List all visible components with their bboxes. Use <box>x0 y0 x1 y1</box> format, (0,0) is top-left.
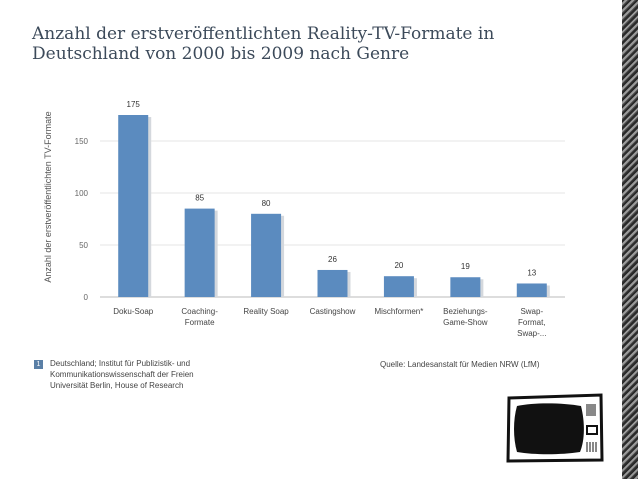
footnote-text: Deutschland; Institut für Publizistik- u… <box>50 358 260 391</box>
bar-chart: 0 50 100 150 175 Doku-Soap 85 Coaching-Formate 8… <box>43 100 565 338</box>
retro-tv-icon <box>506 393 604 463</box>
bar <box>251 213 282 297</box>
bar <box>450 277 481 297</box>
x-tick-label: Swap-Format, Swap-... <box>517 307 546 338</box>
source-note: Quelle: Landesanstalt für Medien NRW (Lf… <box>380 360 540 369</box>
bar-value-label: 20 <box>394 261 403 270</box>
x-tick-label: Mischformen* <box>374 307 423 316</box>
y-axis-label: Anzahl der erstveröffentlichten TV-Forma… <box>43 111 53 282</box>
bar <box>317 269 348 297</box>
bar-value-label: 80 <box>262 199 271 208</box>
y-tick-label: 0 <box>84 293 89 302</box>
y-tick-label: 50 <box>79 241 88 250</box>
footnote-line-3: Universität Berlin, House of Research <box>50 381 184 390</box>
chart-title: Anzahl der erstveröffentlichten Reality-… <box>32 24 592 64</box>
bar-value-label: 85 <box>195 194 204 203</box>
bar <box>516 283 547 297</box>
bar-value-label: 13 <box>527 268 536 277</box>
x-tick-label: Reality Soap <box>243 307 289 316</box>
chart-title-line-2: Deutschland von 2000 bis 2009 nach Genre <box>32 44 410 64</box>
footnote-line-2: Kommunikationswissenschaft der Freien <box>50 370 194 379</box>
y-tick-label: 150 <box>75 137 89 146</box>
bar <box>184 208 215 297</box>
bar-value-label: 19 <box>461 262 470 271</box>
bar-value-label: 26 <box>328 255 337 264</box>
footnote-badge: 1 <box>34 360 43 369</box>
x-tick-label: Castingshow <box>310 307 356 316</box>
decorative-stripe <box>622 0 638 479</box>
y-tick-label: 100 <box>75 189 89 198</box>
x-tick-label: Coaching-Formate <box>181 307 218 327</box>
bar-value-label: 175 <box>127 100 141 109</box>
bar <box>383 276 414 297</box>
bar <box>118 115 149 297</box>
chart-title-line-1: Anzahl der erstveröffentlichten Reality-… <box>32 24 495 44</box>
x-tick-label: Beziehungs-Game-Show <box>443 307 488 327</box>
x-tick-label: Doku-Soap <box>113 307 154 316</box>
footnote-line-1: Deutschland; Institut für Publizistik- u… <box>50 359 191 368</box>
